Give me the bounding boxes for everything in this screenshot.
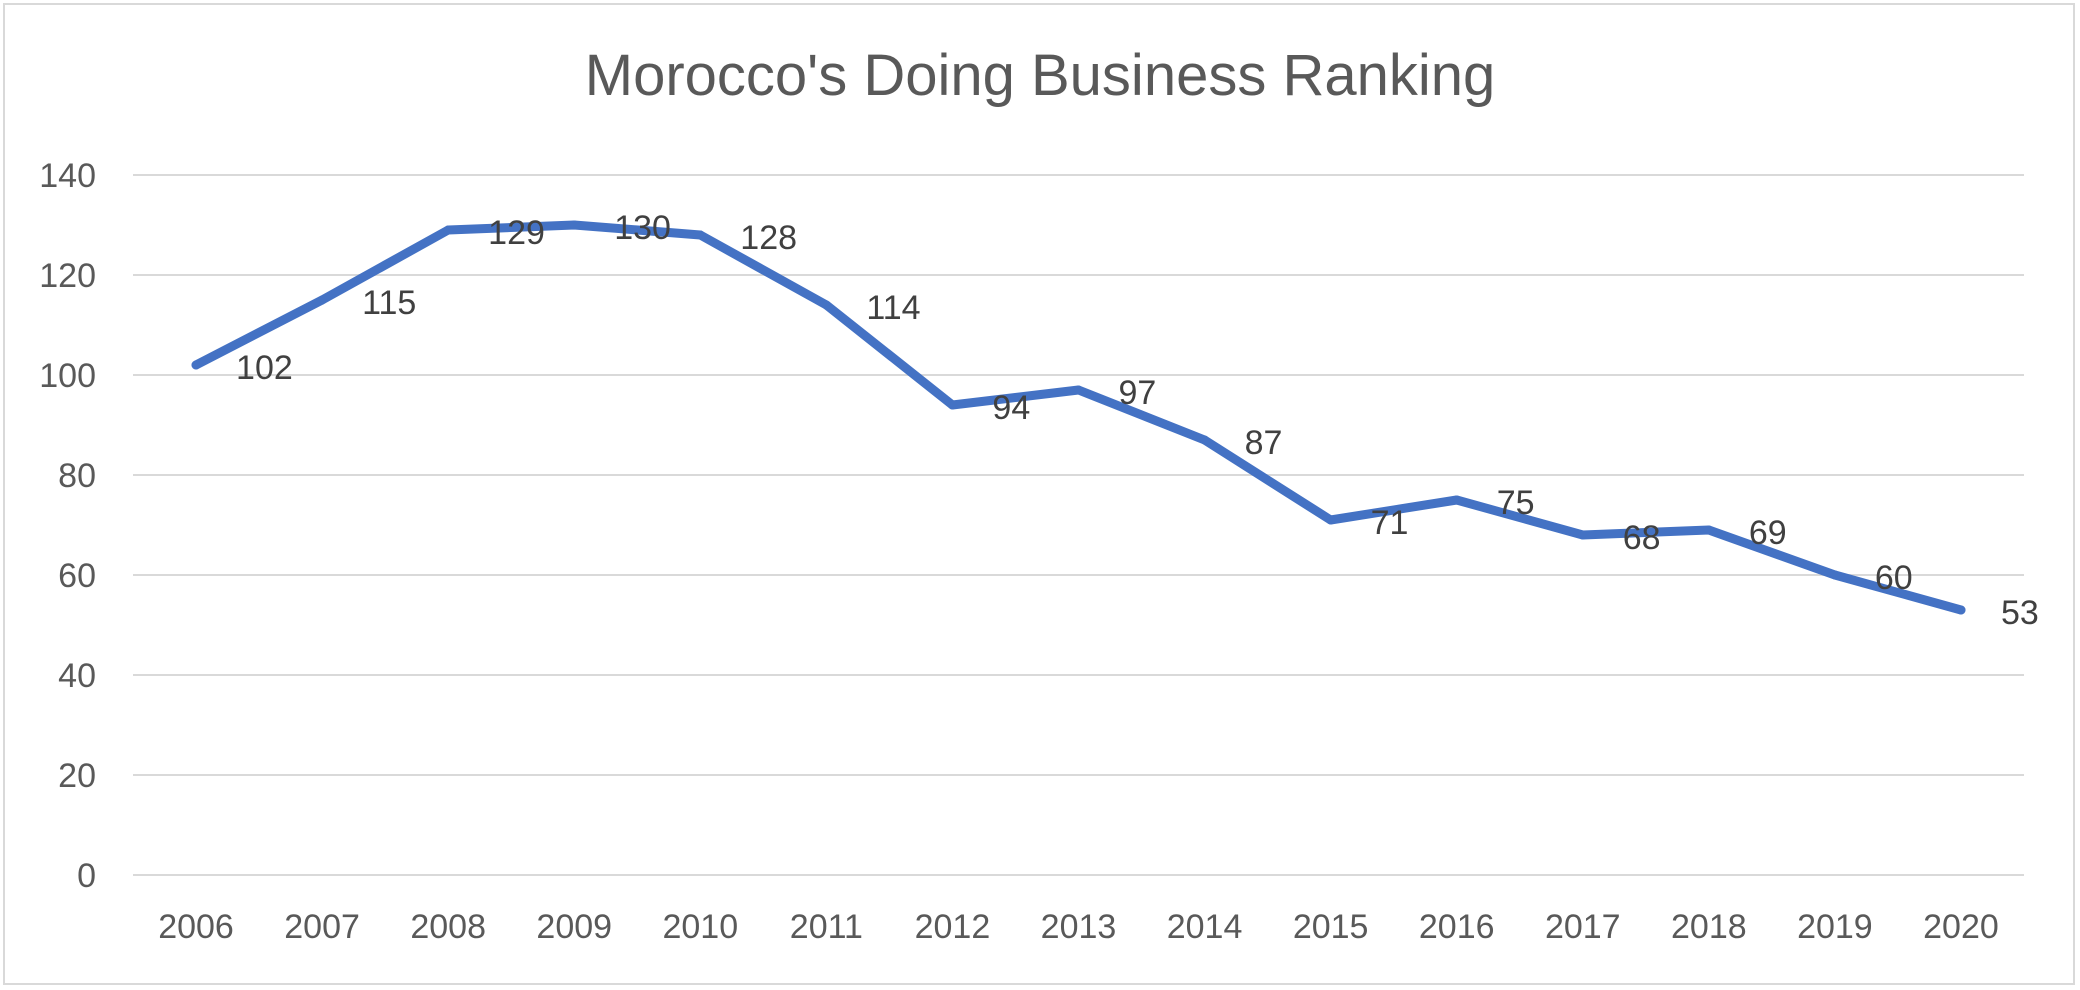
series-line	[191, 220, 1966, 615]
data-point	[1578, 530, 1588, 540]
x-tick-label: 2008	[410, 908, 486, 946]
data-label: 68	[1623, 519, 1661, 557]
data-point	[947, 400, 957, 410]
data-point	[1956, 605, 1966, 615]
data-label: 130	[614, 209, 671, 247]
x-tick-label: 2013	[1041, 908, 1117, 946]
data-point	[1326, 515, 1336, 525]
data-point	[1830, 570, 1840, 580]
data-point	[317, 295, 327, 305]
x-tick-label: 2014	[1167, 908, 1243, 946]
data-point	[191, 360, 201, 370]
data-label: 128	[740, 219, 797, 257]
data-label: 60	[1875, 559, 1913, 597]
x-tick-label: 2015	[1293, 908, 1369, 946]
data-label: 71	[1371, 504, 1409, 542]
data-label: 75	[1497, 484, 1535, 522]
data-point	[1704, 525, 1714, 535]
y-tick-label: 100	[39, 357, 96, 395]
data-point	[443, 225, 453, 235]
data-point	[1452, 495, 1462, 505]
x-tick-label: 2006	[158, 908, 234, 946]
y-tick-label: 80	[58, 457, 96, 495]
data-label: 94	[992, 389, 1030, 427]
x-tick-label: 2018	[1671, 908, 1747, 946]
data-point	[1200, 435, 1210, 445]
data-point	[569, 220, 579, 230]
x-tick-label: 2019	[1797, 908, 1873, 946]
x-tick-label: 2016	[1419, 908, 1495, 946]
data-label: 69	[1749, 514, 1787, 552]
data-label: 97	[1119, 374, 1157, 412]
data-point	[1074, 385, 1083, 395]
data-label: 102	[236, 349, 293, 387]
x-tick-label: 2017	[1545, 908, 1621, 946]
data-point	[695, 230, 705, 240]
data-label: 115	[362, 284, 416, 322]
x-tick-label: 2020	[1923, 908, 1999, 946]
x-tick-label: 2011	[790, 908, 863, 946]
x-tick-label: 2009	[536, 908, 612, 946]
x-tick-label: 2010	[662, 908, 738, 946]
data-label: 87	[1245, 424, 1283, 462]
chart-title: Morocco's Doing Business Ranking	[584, 43, 1496, 108]
chart-frame	[3, 3, 2075, 985]
data-point	[821, 300, 831, 310]
x-tick-label: 2007	[284, 908, 360, 946]
y-tick-label: 60	[58, 557, 96, 595]
data-label: 53	[2001, 594, 2039, 632]
y-tick-label: 0	[77, 857, 96, 895]
y-tick-label: 20	[58, 757, 96, 795]
y-tick-label: 140	[39, 157, 96, 195]
data-label: 114	[866, 289, 920, 327]
y-tick-label: 40	[58, 657, 96, 695]
data-label: 129	[488, 214, 545, 252]
y-tick-label: 120	[39, 257, 96, 295]
x-tick-label: 2012	[915, 908, 991, 946]
